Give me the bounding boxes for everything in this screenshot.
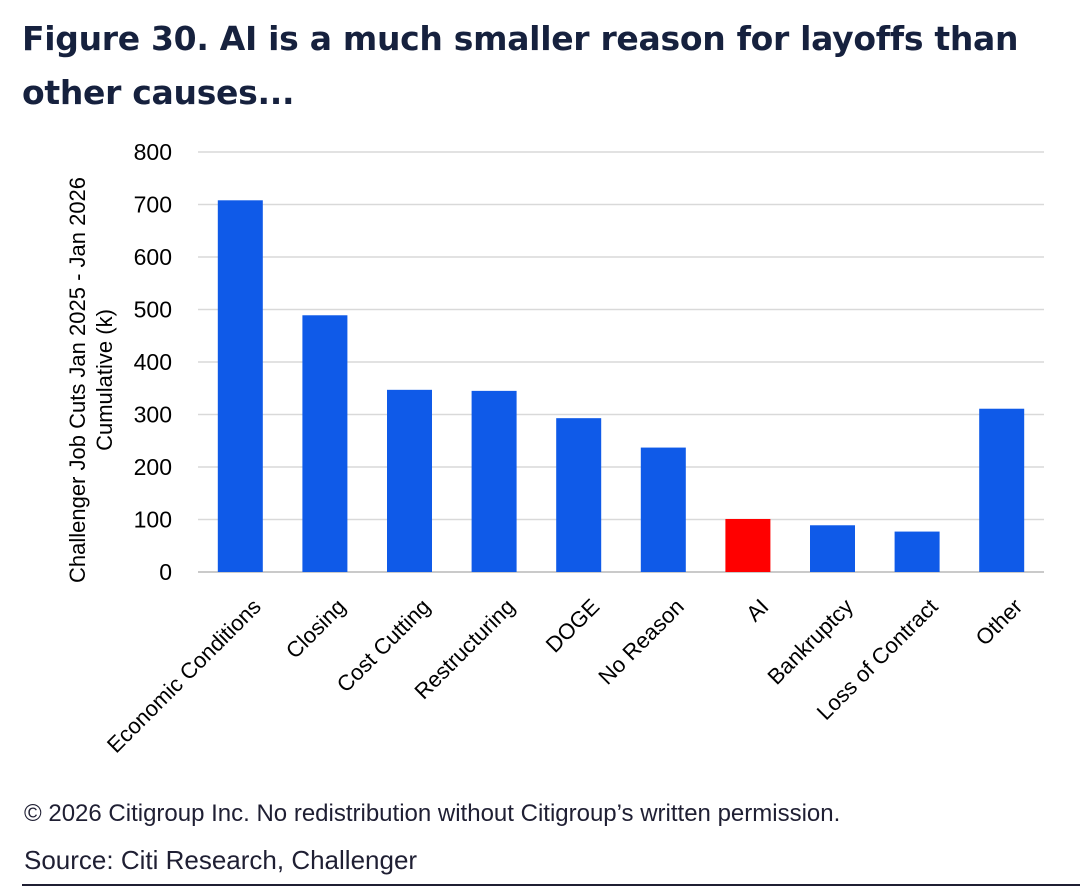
y-tick-label: 500	[134, 297, 172, 323]
x-tick-label: No Reason	[593, 594, 689, 690]
x-tick-label: Economic Conditions	[102, 594, 266, 758]
bottom-divider	[22, 884, 1080, 886]
chart-title: Figure 30. AI is a much smaller reason f…	[22, 19, 1019, 112]
bar-restructuring	[471, 390, 517, 572]
y-tick-label: 0	[159, 559, 172, 585]
y-tick-label: 400	[134, 349, 172, 375]
x-tick-label: Closing	[281, 594, 351, 664]
y-tick-label: 300	[134, 402, 172, 428]
bar-ai	[725, 518, 771, 572]
copyright-note: © 2026 Citigroup Inc. No redistribution …	[24, 800, 841, 827]
bar-cost-cutting	[387, 389, 432, 572]
y-axis-label-line2: Cumulative (k)	[92, 309, 117, 451]
bar-closing	[302, 315, 348, 572]
y-tick-labels: 0 100 200 300 400 500 600 700 800	[134, 139, 172, 585]
x-tick-label: AI	[741, 594, 773, 626]
bar-no-reason	[640, 447, 686, 572]
bar-loss-of-contract	[894, 531, 940, 572]
y-tick-label: 200	[134, 454, 172, 480]
bar-bankruptcy	[810, 525, 855, 572]
y-axis-label: Challenger Job Cuts Jan 2025 - Jan 2026	[65, 177, 90, 583]
bar-other	[979, 408, 1025, 572]
y-tick-label: 600	[134, 244, 172, 270]
source-note: Source: Citi Research, Challenger	[24, 845, 418, 875]
bar-economic-conditions	[217, 200, 263, 573]
x-tick-label: DOGE	[541, 594, 604, 657]
y-tick-label: 100	[134, 507, 172, 533]
x-tick-label: Other	[971, 594, 1028, 651]
y-tick-label: 700	[134, 192, 172, 218]
bars	[217, 200, 1025, 573]
y-tick-label: 800	[134, 139, 172, 165]
bar-doge	[556, 418, 602, 572]
